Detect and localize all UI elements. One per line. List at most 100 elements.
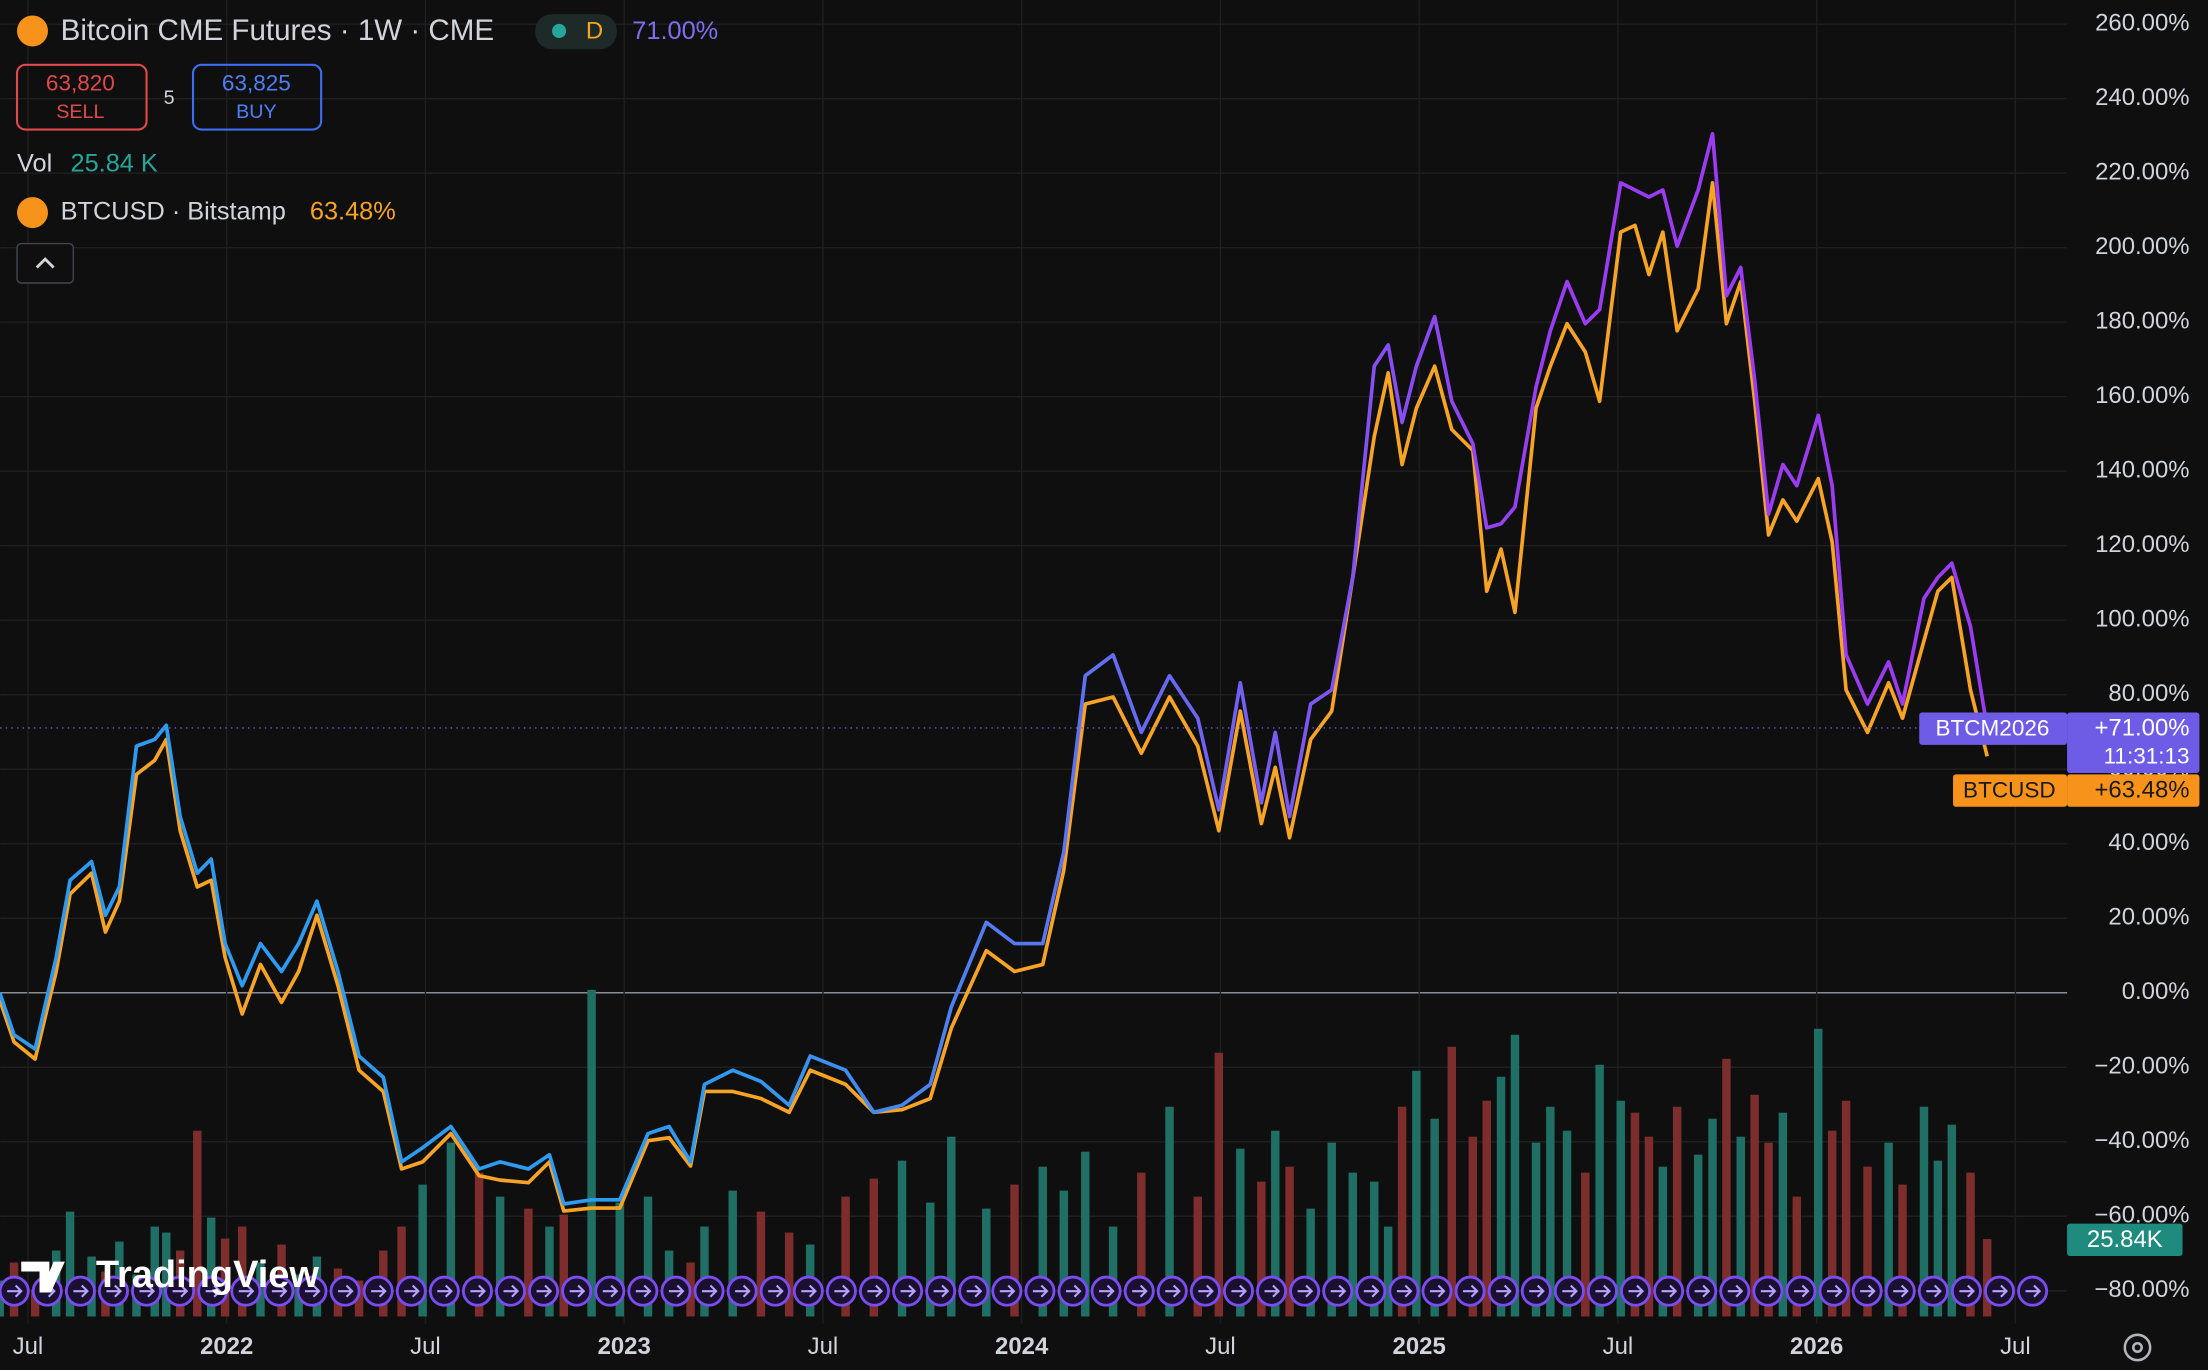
volume-bar <box>1038 1166 1047 1317</box>
volume-bar <box>756 1211 766 1317</box>
event-arrow <box>271 1284 288 1298</box>
spread: 5 <box>164 87 175 109</box>
volume-bar <box>1370 1181 1379 1317</box>
volume-bar <box>237 1226 247 1317</box>
volume-bar <box>1327 1142 1336 1317</box>
event-arrow <box>702 1284 718 1298</box>
volume-box <box>2067 1223 2183 1256</box>
event-arrow <box>668 1284 685 1298</box>
cme-symbol-box <box>1919 712 2068 745</box>
x-tick-label: 2023 <box>598 1333 651 1360</box>
volume-bar <box>1982 1239 1992 1317</box>
volume-bar <box>1562 1130 1572 1317</box>
volume-bar <box>1306 1208 1315 1317</box>
volume-bar <box>1496 1076 1506 1317</box>
event-arrow <box>1661 1284 1678 1298</box>
volume-bar <box>728 1190 737 1317</box>
volume-bar <box>1658 1166 1668 1317</box>
volume-bar <box>1482 1100 1491 1317</box>
event-arrow <box>1992 1284 2009 1298</box>
btc-symbol: BTCUSD <box>1963 777 2056 802</box>
y-tick-label: 160.00% <box>2095 382 2189 409</box>
events <box>0 1275 2049 1307</box>
event-arrow <box>1396 1284 1413 1298</box>
volume-bar <box>1841 1100 1851 1317</box>
y-tick-label: 200.00% <box>2095 233 2189 260</box>
y-tick-label: −40.00% <box>2094 1127 2189 1154</box>
volume-bar <box>1947 1124 1957 1317</box>
settings-icon[interactable] <box>2123 1333 2152 1362</box>
volume-bar <box>1630 1112 1640 1317</box>
y-tick-label: 80.00% <box>2108 680 2189 707</box>
volume-bar <box>1137 1172 1146 1317</box>
volume-bar <box>1412 1070 1421 1317</box>
volume-bar <box>982 1208 991 1317</box>
sell-button[interactable] <box>15 63 148 131</box>
event-arrow <box>635 1284 652 1298</box>
volume-bar <box>206 1217 216 1317</box>
volume-bar <box>700 1226 709 1317</box>
y-tick-label: 20.00% <box>2108 904 2189 931</box>
buy-button[interactable] <box>191 63 323 131</box>
volume-bar <box>1764 1142 1773 1317</box>
volume-bar <box>1546 1106 1555 1317</box>
volume-bar <box>418 1184 427 1317</box>
event-arrow <box>1793 1284 1810 1298</box>
volume-bar <box>587 989 596 1317</box>
volume-bar <box>474 1172 484 1317</box>
event-arrow <box>1297 1284 1314 1298</box>
volume-bar <box>1010 1184 1019 1317</box>
event-arrow <box>1496 1284 1512 1298</box>
brand: TradingView <box>96 1254 320 1296</box>
volume-bar <box>65 1211 75 1317</box>
event-arrow <box>304 1284 321 1298</box>
volume-bar <box>1165 1106 1174 1317</box>
event-arrow <box>437 1284 453 1298</box>
event-arrow <box>1959 1284 1975 1298</box>
symbol-title[interactable]: Bitcoin CME Futures · 1W · CME <box>61 14 494 47</box>
volume-bar <box>1792 1196 1802 1317</box>
event-arrow <box>1429 1284 1446 1298</box>
volume-bar <box>193 1130 202 1317</box>
btc-symbol-box <box>1953 774 2068 807</box>
settings-icon-core <box>2131 1341 2143 1353</box>
collapse-button[interactable] <box>16 242 75 284</box>
event-arrow <box>172 1284 189 1298</box>
volume-bar <box>1271 1130 1280 1317</box>
volume-bar <box>30 1289 40 1317</box>
cme-symbol: BTCM2026 <box>1936 715 2050 740</box>
event-arrow <box>536 1284 553 1298</box>
y-tick-label: 180.00% <box>2095 308 2189 335</box>
volume-bar <box>1257 1181 1266 1317</box>
x-tick-label: 2024 <box>995 1333 1049 1360</box>
volume-bar <box>1059 1190 1069 1317</box>
cme-value: +71.00% <box>2094 715 2189 742</box>
vol-label: Vol <box>17 149 52 177</box>
x-tick-label: 2025 <box>1393 1333 1446 1360</box>
volume-bar <box>1966 1172 1975 1317</box>
volume-bar <box>162 1232 171 1317</box>
volume-label: 25.84K <box>2087 1226 2163 1253</box>
volume-bar <box>1919 1106 1929 1317</box>
event-arrow <box>1628 1284 1645 1298</box>
volume-bar <box>784 1232 794 1317</box>
event-arrow <box>933 1284 950 1298</box>
sell-price: 63,820 <box>46 70 115 95</box>
y-tick-label: 0.00% <box>2122 978 2190 1005</box>
coin-icon <box>17 15 48 47</box>
volume-bar <box>1285 1166 1294 1317</box>
volume-bar <box>545 1226 554 1317</box>
compare-change: 63.48% <box>310 197 396 225</box>
volume-bar <box>1933 1160 1943 1317</box>
compare-title[interactable]: BTCUSD · Bitstamp <box>61 197 286 225</box>
volume-bar <box>524 1208 533 1317</box>
series-line <box>0 131 1989 1206</box>
x-tick-label: Jul <box>2000 1333 2031 1360</box>
volume-bar <box>1447 1046 1456 1317</box>
event-arrow <box>1231 1284 1247 1298</box>
event-arrow <box>900 1284 917 1298</box>
volume-bar <box>1430 1118 1439 1317</box>
volume-bar <box>841 1196 850 1317</box>
volume-bar <box>615 1202 625 1317</box>
